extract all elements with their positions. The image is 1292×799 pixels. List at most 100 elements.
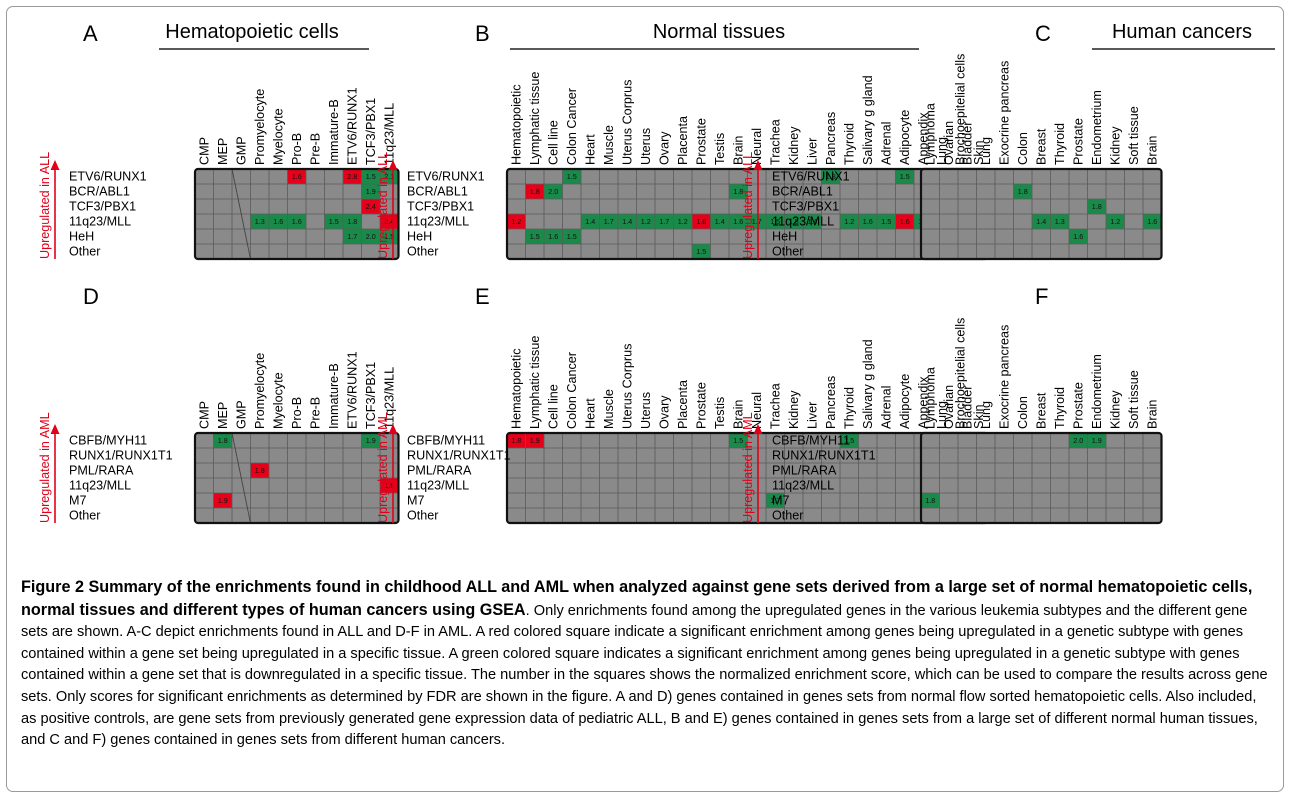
- panel-d-column-label: 11q23/MLL: [382, 367, 396, 429]
- panel-c-cell-green: [1032, 214, 1051, 229]
- panel-f-column-label: Ovarian: [942, 385, 956, 429]
- panel-c-column-label: Prostate: [1071, 118, 1085, 165]
- panel-b-column-label: Skin: [972, 141, 986, 166]
- panel-c-row-label: Other: [772, 245, 804, 259]
- panel-f-row-label: CBFB/MYH11: [772, 434, 850, 448]
- panel-b-cell-green: [636, 214, 655, 229]
- panel-b-column-label: Salivary g gland: [861, 75, 875, 165]
- panel-b-title: Normal tissues: [653, 21, 785, 43]
- panel-b-cell-value: 1.8: [696, 217, 706, 226]
- panel-e-arrow-label: Upregulated in AML: [376, 412, 390, 523]
- panel-f-cell-green: [921, 493, 940, 508]
- panel-e-cell-green: [766, 493, 785, 508]
- panel-e-column-label: Prostate: [694, 382, 708, 429]
- panel-b-cell-green: [858, 214, 877, 229]
- panel-a-cell-value: 1.6: [273, 217, 283, 226]
- panel-e-cell-value: 1.7: [770, 496, 780, 505]
- panel-f-cell-value: 2.0: [1073, 436, 1083, 445]
- panel-b-cell-value: 1.4: [715, 217, 725, 226]
- panel-b-cell-value: 2.0: [548, 187, 558, 196]
- panel-d-column-label: Promyelocyte: [253, 353, 267, 429]
- panel-b-cell-green: [877, 214, 896, 229]
- panel-c-cell-value: 1.4: [1036, 217, 1046, 226]
- panel-e-column-label: Appendix: [916, 376, 930, 429]
- panel-f-column-label: Bladder: [960, 386, 974, 429]
- panel-a-column-label: GMP: [234, 136, 248, 165]
- panel-e-column-label: Kidney: [787, 390, 801, 429]
- panel-f-cell-green: [1087, 433, 1106, 448]
- panel-b-cell-green: [544, 229, 563, 244]
- panel-b-cell-green: [692, 244, 711, 259]
- panel-a-cell-green: [361, 229, 380, 244]
- panel-f-column-label: Prostate: [1071, 382, 1085, 429]
- panel-b-column-label: Prostate: [694, 118, 708, 165]
- panel-b-column-label: Muscle: [602, 125, 616, 165]
- panel-b-column-label: Brain: [731, 136, 745, 165]
- panel-b-cell-value: 1.5: [789, 217, 799, 226]
- panel-c-column-label: Ovarian: [942, 121, 956, 165]
- panel-c-cell-value: 1.6: [1147, 217, 1157, 226]
- panel-b-cell-green: [525, 229, 544, 244]
- panel-f-row-label: PML/RARA: [772, 464, 837, 478]
- panel-e-column-label: Placenta: [676, 380, 690, 429]
- panel-a-cell-green: [269, 214, 288, 229]
- panel-b-arrow-head: [388, 160, 398, 170]
- panel-b-cell-green: [655, 214, 674, 229]
- panel-b-column-label: Placenta: [676, 116, 690, 165]
- panel-a-cell-green: [250, 214, 269, 229]
- panel-b-cell-green: [673, 214, 692, 229]
- panel-b-column-label: Colon Cancer: [565, 88, 579, 165]
- panel-f-column-label: Exocrine pancreas: [997, 325, 1011, 429]
- panel-b-row-label: BCR/ABL1: [407, 185, 468, 199]
- panel-b-arrow-label: Upregulated in ALL: [376, 152, 390, 259]
- panel-b-column-label: Testis: [713, 133, 727, 165]
- panel-a-cell-green: [324, 214, 343, 229]
- panel-d-column-label: Pre-B: [308, 397, 322, 429]
- panel-a-cell-value: 1.8: [347, 217, 357, 226]
- panel-b-row-label: Other: [407, 245, 439, 259]
- panel-f-column-label: Thyroid: [1053, 387, 1067, 429]
- panel-e-letter: E: [475, 284, 490, 309]
- panel-e-column-label: Neural: [750, 392, 764, 429]
- panel-e-column-label: Liver: [805, 402, 819, 429]
- panel-e-row-label: 11q23/MLL: [407, 479, 469, 493]
- panel-a-cell-green: [343, 229, 362, 244]
- panel-c-cell-green: [1087, 199, 1106, 214]
- panel-b-cell-green: [618, 214, 637, 229]
- panel-b-cell-value: 1.4: [807, 217, 817, 226]
- panel-a-cell-value: 1.5: [329, 217, 339, 226]
- panel-b-column-label: Neural: [750, 128, 764, 165]
- panel-a-cell-value: 2.8: [347, 172, 357, 181]
- panel-d-cell-value: 1.8: [218, 436, 228, 445]
- panel-c-cell-value: 1.2: [1110, 217, 1120, 226]
- panel-b-row-label: ETV6/RUNX1: [407, 170, 485, 184]
- panel-b-cell-green: [581, 214, 600, 229]
- panel-b-cell-red: [507, 214, 526, 229]
- panel-c-letter: C: [1035, 21, 1051, 46]
- panel-e-column-label: Brochoepitelial cells: [953, 318, 967, 429]
- panel-c-column-label: Endometrium: [1090, 90, 1104, 165]
- panel-a-cell-green: [361, 169, 380, 184]
- panel-b-column-label: Brochoepitelial cells: [953, 54, 967, 165]
- panel-e-column-label: Brain: [731, 400, 745, 429]
- panel-b-cell-red: [895, 214, 914, 229]
- panel-b-column-label: Trachea: [768, 119, 782, 165]
- panel-b-cell-value: 1.5: [530, 232, 540, 241]
- panel-c-column-label: Lung: [979, 137, 993, 165]
- panel-a-row-label: ETV6/RUNX1: [69, 170, 147, 184]
- panel-d-row-label: 11q23/MLL: [69, 479, 131, 493]
- panel-e-column-label: Adrenal: [879, 386, 893, 429]
- panel-d-cell-green: [361, 433, 380, 448]
- panel-b-cell-value: 1.7: [752, 217, 762, 226]
- panel-b-cell-value: 1.5: [696, 247, 706, 256]
- panel-c-cell-value: 1.3: [1055, 217, 1065, 226]
- panel-b-column-label: Hematopoietic: [509, 84, 523, 165]
- panel-f-column-label: Kidney: [1108, 390, 1122, 429]
- panel-e-cell-value: 1.5: [844, 436, 854, 445]
- panel-b-cell-green: [821, 169, 840, 184]
- figure-panel: A Hematopoietic cells 1.6 2.8 1.5 2.1 1.9 2.4 1.…: [6, 6, 1284, 792]
- panel-b-column-label: Pancreas: [824, 112, 838, 165]
- panel-b-cell-red: [525, 184, 544, 199]
- panel-d-column-label: Pro-B: [290, 397, 304, 429]
- panel-b-cell-value: 1.6: [548, 232, 558, 241]
